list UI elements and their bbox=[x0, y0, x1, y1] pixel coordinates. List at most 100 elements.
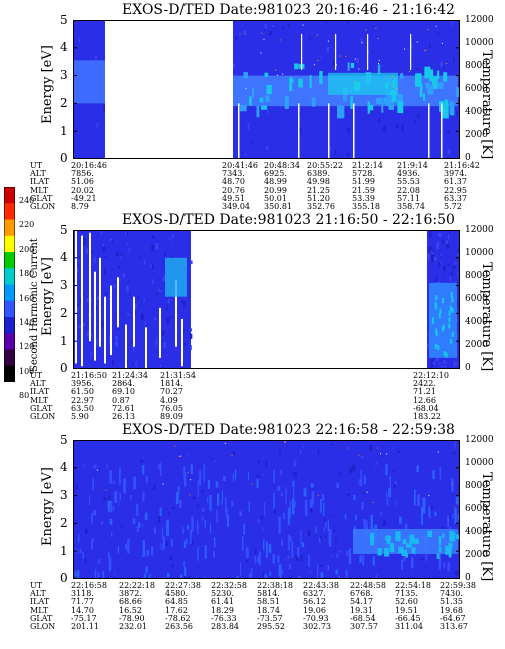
data-speckle bbox=[115, 336, 118, 341]
white-streak bbox=[441, 103, 443, 159]
band-cell bbox=[427, 84, 434, 95]
white-streak bbox=[75, 230, 77, 364]
data-speckle bbox=[420, 506, 424, 525]
band-cell bbox=[431, 318, 434, 324]
band-cell bbox=[445, 352, 448, 358]
data-speckle bbox=[234, 469, 237, 480]
data-speckle bbox=[414, 120, 416, 124]
hot-pixel bbox=[231, 455, 233, 457]
data-speckle bbox=[453, 281, 456, 283]
eph-value: 20.99 bbox=[264, 185, 287, 195]
band-cell bbox=[439, 308, 442, 314]
data-speckle bbox=[159, 463, 162, 476]
data-speckle bbox=[159, 507, 162, 517]
hot-pixel bbox=[178, 456, 180, 458]
colorbar-swatch bbox=[4, 365, 15, 382]
data-speckle bbox=[441, 365, 445, 367]
hot-pixel bbox=[279, 39, 281, 41]
data-speckle bbox=[257, 459, 260, 464]
hot-pixel bbox=[284, 442, 286, 444]
band-cell bbox=[377, 64, 381, 75]
data-speckle bbox=[104, 366, 107, 369]
data-speckle bbox=[254, 548, 257, 555]
eph-column: 21:16:50 3956. 61.50 22.97 63.50 5.90 bbox=[71, 371, 107, 421]
data-speckle bbox=[395, 500, 397, 506]
data-speckle bbox=[128, 280, 131, 283]
data-speckle bbox=[327, 520, 330, 531]
data-speckle bbox=[148, 573, 151, 579]
panel-1-ylabel: Energy [eV] bbox=[40, 45, 55, 124]
data-speckle bbox=[183, 301, 186, 307]
eph-value: 52.60 bbox=[395, 597, 418, 607]
hot-pixel bbox=[275, 69, 277, 71]
eph-value: 18.74 bbox=[257, 605, 280, 615]
data-speckle bbox=[261, 473, 264, 476]
eph-value: 295.52 bbox=[257, 622, 285, 632]
eph-value: 22:54:18 bbox=[395, 581, 431, 590]
data-speckle bbox=[220, 501, 223, 506]
eph-label: ALT bbox=[30, 169, 46, 179]
data-speckle bbox=[309, 36, 311, 41]
data-speckle bbox=[190, 575, 193, 577]
data-speckle bbox=[456, 249, 459, 252]
data-speckle bbox=[110, 500, 113, 513]
band-cell bbox=[435, 304, 438, 310]
data-speckle bbox=[427, 343, 430, 348]
data-speckle bbox=[76, 267, 79, 273]
hot-pixel bbox=[358, 68, 360, 70]
data-speckle bbox=[128, 292, 130, 295]
data-speckle bbox=[117, 326, 119, 330]
data-speckle bbox=[190, 260, 193, 265]
data-speckle bbox=[347, 127, 350, 133]
data-speckle bbox=[126, 230, 129, 234]
eph-label: GLAT bbox=[30, 613, 53, 623]
data-speckle bbox=[261, 526, 264, 531]
data-speckle bbox=[107, 500, 111, 512]
eph-value: -76.33 bbox=[211, 613, 237, 623]
data-speckle bbox=[129, 311, 132, 314]
eph-label: GLON bbox=[30, 412, 56, 422]
white-streak bbox=[328, 103, 330, 159]
hot-pixel bbox=[446, 62, 448, 64]
eph-value: 20:48:34 bbox=[264, 161, 300, 170]
data-speckle bbox=[152, 265, 155, 269]
eph-value: 232.01 bbox=[119, 622, 147, 632]
data-speckle bbox=[331, 443, 333, 446]
y2tick: 6000 bbox=[465, 84, 488, 94]
eph-value: 17.62 bbox=[165, 605, 188, 615]
eph-value: 302.73 bbox=[303, 622, 331, 632]
hot-pixel bbox=[428, 495, 430, 497]
eph-value: 3956. bbox=[71, 379, 94, 389]
data-speckle bbox=[440, 256, 442, 258]
data-speckle bbox=[127, 344, 131, 346]
data-speckle bbox=[101, 341, 104, 346]
band-cell bbox=[309, 75, 312, 89]
data-speckle bbox=[151, 264, 154, 270]
data-speckle bbox=[151, 235, 155, 239]
data-speckle bbox=[151, 279, 155, 284]
data-speckle bbox=[177, 486, 180, 495]
hot-pixel bbox=[187, 472, 189, 474]
data-speckle bbox=[250, 568, 253, 579]
band-cell bbox=[436, 553, 440, 560]
data-speckle bbox=[166, 317, 170, 325]
eph-label: GLON bbox=[30, 202, 56, 212]
y2tick: 2000 bbox=[465, 340, 488, 350]
data-speckle bbox=[102, 570, 105, 579]
data-speckle bbox=[334, 546, 336, 549]
data-speckle bbox=[231, 500, 234, 507]
eph-value: 71.77 bbox=[71, 597, 94, 607]
data-speckle bbox=[91, 334, 93, 337]
data-speckle bbox=[105, 292, 108, 296]
data-speckle bbox=[114, 571, 116, 576]
band-cell bbox=[448, 323, 451, 329]
data-speckle bbox=[113, 284, 116, 288]
data-speckle bbox=[184, 317, 186, 319]
y2tick: 12000 bbox=[465, 435, 494, 445]
eph-column: 21:9:14 4936. 55.53 22.08 57.11 358.74 bbox=[397, 161, 428, 211]
data-speckle bbox=[444, 365, 446, 369]
data-speckle bbox=[159, 290, 163, 293]
data-speckle bbox=[392, 447, 394, 449]
data-speckle bbox=[432, 250, 434, 252]
panel-2-spectrogram bbox=[73, 230, 460, 369]
